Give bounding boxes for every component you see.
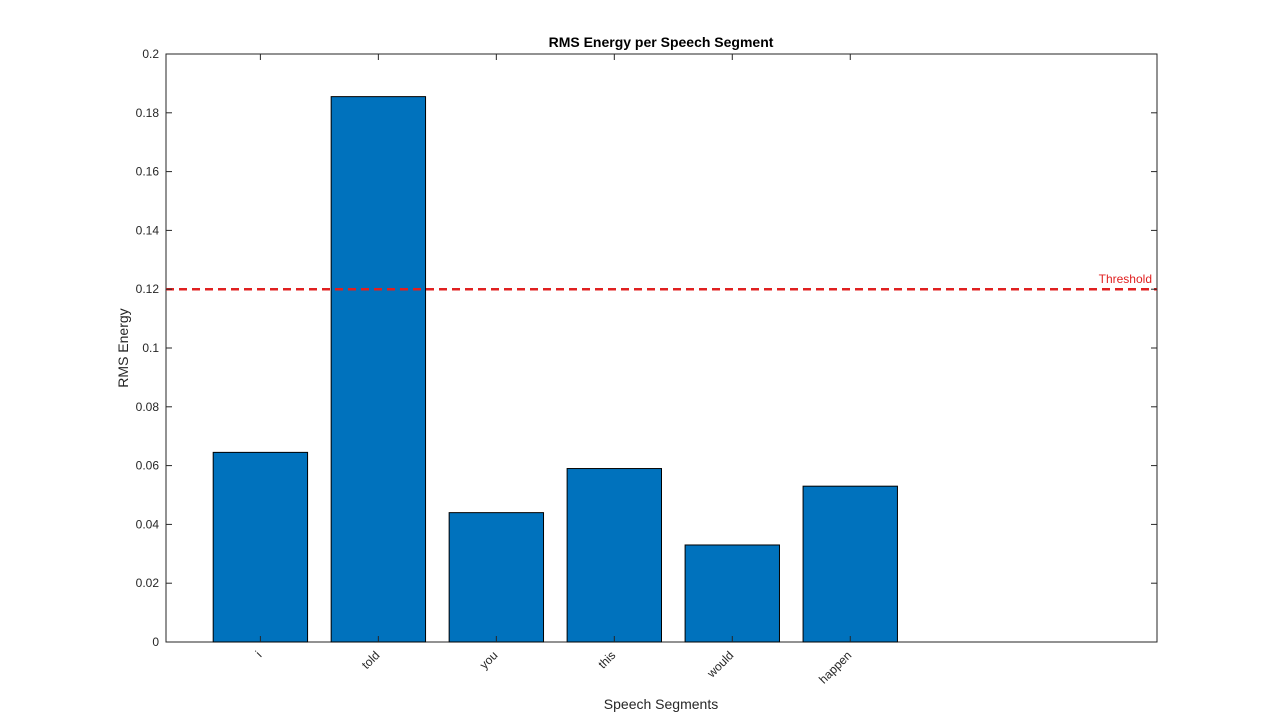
bar-would: [684, 544, 780, 643]
threshold-group: Threshold: [166, 272, 1157, 291]
y-tick-label: 0.08: [136, 400, 160, 414]
chart-title: RMS Energy per Speech Segment: [549, 34, 774, 50]
bars-group: [212, 96, 898, 643]
x-axis-title: Speech Segments: [604, 696, 718, 712]
bar-happen: [802, 485, 898, 643]
y-axis: 0 0.02 0.04 0.06 0.08 0.1 0.12 0.14 0.16 0.18 0.2: [136, 47, 1157, 649]
y-tick-label: 0.02: [136, 576, 160, 590]
bar-told: [330, 96, 427, 643]
y-tick-label: 0.2: [142, 47, 159, 61]
y-tick-label: 0.16: [136, 165, 160, 179]
y-axis-title: RMS Energy: [115, 308, 131, 387]
bar-you: [448, 512, 545, 643]
bar-this: [566, 468, 662, 643]
y-tick-label: 0.1: [142, 341, 159, 355]
y-tick-label: 0.12: [136, 282, 160, 296]
bar-i: [212, 451, 309, 643]
y-tick-label: 0: [152, 635, 159, 649]
y-tick-label: 0.04: [136, 517, 160, 531]
x-tick-label: i: [253, 648, 265, 660]
y-tick-label: 0.14: [136, 223, 160, 237]
threshold-label: Threshold: [1099, 272, 1152, 286]
y-tick-label: 0.18: [136, 106, 160, 120]
plot-area: Threshold 0 0.02 0.04 0.06 0.08 0.1 0.12 0.14 0.…: [136, 47, 1158, 686]
y-tick-label: 0.06: [136, 459, 160, 473]
